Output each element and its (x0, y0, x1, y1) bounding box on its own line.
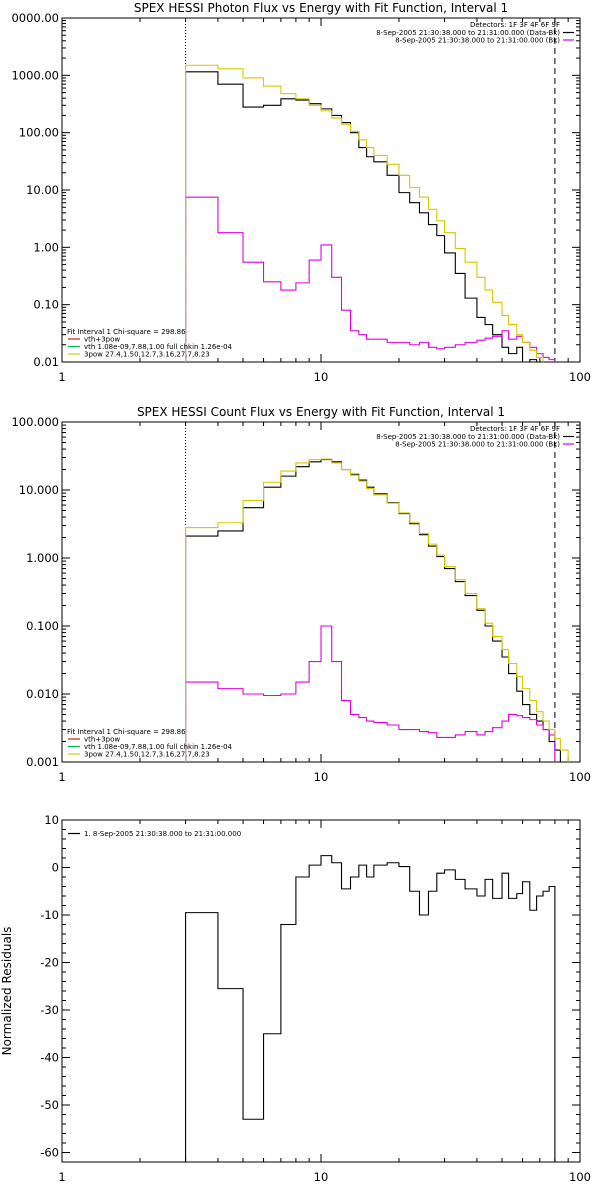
legend-fit-header: Fit Interval 1 Chi-square = 298.86 (67, 728, 186, 736)
y-tick-label: 10.000 (19, 483, 59, 497)
y-tick-label: 0 (52, 861, 59, 875)
x-tick-label: 1 (58, 1170, 65, 1184)
chart-panel-1: SPEX HESSI Photon Flux vs Energy with Fi… (11, 1, 591, 384)
y-tick-label: 0.001 (26, 755, 59, 769)
series-line-2 (185, 196, 556, 362)
legend-entry: vth+3pow (84, 736, 120, 744)
legend-entry: 3pow 27.4,1.50,12.7,3.16,27.7,8.23 (84, 751, 210, 759)
y-tick-label: -30 (40, 1003, 59, 1017)
x-tick-label: 10 (314, 1170, 329, 1184)
y-tick-label: 10 (44, 813, 59, 827)
legend-entry: 8-Sep-2005 21:30:38.000 to 21:31:00.000 … (395, 441, 560, 449)
legend-detectors: Detectors: 1F 3F 4F 6F 9F (470, 21, 560, 29)
y-tick-label: -60 (40, 1146, 59, 1160)
series-line-3 (185, 458, 569, 762)
x-tick-label: 10 (314, 770, 329, 784)
y-tick-label: 0000.00 (11, 11, 59, 25)
chart-panel-2: SPEX HESSI Count Flux vs Energy with Fit… (11, 405, 591, 784)
x-tick-label: 10 (314, 370, 329, 384)
y-tick-label: 1.00 (33, 240, 59, 254)
series-line-1 (185, 459, 561, 762)
legend-entry: vth 1.08e-09,7.88,1.00 full chkin 1.26e-… (84, 343, 233, 351)
legend-entry: 3pow 27.4,1.50,12.7,3.16,27.7,8.23 (84, 351, 210, 359)
series-line-2 (185, 625, 556, 762)
y-tick-label: 1.000 (26, 551, 59, 565)
legend-entry: 8-Sep-2005 21:30:38.000 to 21:31:00.000 … (395, 37, 560, 45)
y-tick-label: 1000.00 (11, 68, 59, 82)
y-tick-label: -50 (40, 1098, 59, 1112)
x-tick-label: 1 (58, 770, 65, 784)
legend-entry: vth 1.08e-09,7.88,1.00 full chkin 1.26e-… (84, 743, 233, 751)
y-tick-label: 0.010 (26, 687, 59, 701)
y-tick-label: -20 (40, 956, 59, 970)
series-line-3 (185, 64, 544, 362)
chart-title: SPEX HESSI Count Flux vs Energy with Fit… (137, 405, 505, 419)
y-tick-label: 0.100 (26, 619, 59, 633)
legend-entry: 8-Sep-2005 21:30:38.000 to 21:31:00.000 … (376, 433, 560, 441)
y-tick-label: -10 (40, 908, 59, 922)
series-line-1 (185, 855, 556, 1162)
y-tick-label: 100.000 (11, 415, 59, 429)
legend-fit-header: Fit Interval 1 Chi-square = 298.86 (67, 328, 186, 336)
x-tick-label: 100 (569, 770, 591, 784)
y-tick-label: -40 (40, 1051, 59, 1065)
plot-frame (61, 421, 581, 763)
legend-entry: vth+3pow (84, 336, 120, 344)
legend-entry: 8-Sep-2005 21:30:38.000 to 21:31:00.000 … (376, 29, 560, 37)
x-tick-label: 1 (58, 370, 65, 384)
y-tick-label: 100.00 (19, 126, 59, 140)
y-tick-label: 0.01 (33, 355, 59, 369)
x-tick-label: 100 (569, 1170, 591, 1184)
chart-title: SPEX HESSI Photon Flux vs Energy with Fi… (134, 1, 508, 15)
series-line-1 (185, 71, 538, 362)
legend-entry: 1. 8-Sep-2005 21:30:38.000 to 21:31:00.0… (84, 830, 241, 838)
y-tick-label: 10.00 (26, 183, 59, 197)
y-axis-label: Normalized Residuals (0, 927, 14, 1056)
x-tick-label: 100 (569, 370, 591, 384)
y-tick-label: 0.10 (33, 298, 59, 312)
plot-frame (61, 819, 581, 1163)
legend-detectors: Detectors: 1F 3F 4F 6F 9F (470, 425, 560, 433)
